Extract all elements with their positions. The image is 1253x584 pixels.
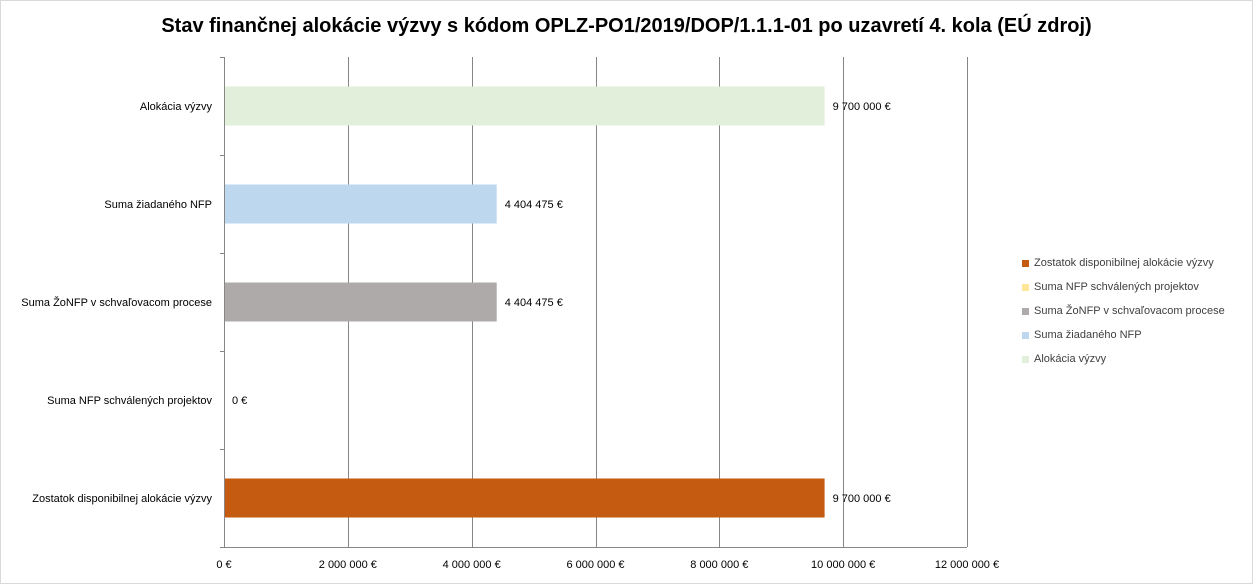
chart-legend: Zostatok disponibilnej alokácie výzvy Sum… (1022, 255, 1247, 375)
category-label: Suma žiadaného NFP (104, 199, 212, 211)
legend-swatch (1022, 356, 1029, 363)
legend-label: Suma žiadaného NFP (1034, 329, 1142, 341)
legend-swatch (1022, 260, 1029, 267)
legend-label: Suma NFP schválených projektov (1034, 281, 1199, 293)
data-label: 4 404 475 € (505, 297, 563, 309)
x-tick-label: 2 000 000 € (319, 559, 377, 571)
legend-label: Alokácia výzvy (1034, 353, 1107, 365)
legend-item: Suma ŽoNFP v schvaľovacom procese (1022, 303, 1247, 327)
category-label: Suma NFP schválených projektov (47, 395, 212, 407)
category-label: Zostatok disponibilnej alokácie výzvy (32, 493, 212, 505)
x-tick-label: 12 000 000 € (935, 559, 999, 571)
legend-swatch (1022, 284, 1029, 291)
data-label: 9 700 000 € (833, 493, 891, 505)
bar (225, 282, 497, 322)
legend-swatch (1022, 332, 1029, 339)
legend-label: Zostatok disponibilnej alokácie výzvy (1034, 257, 1214, 269)
legend-item: Alokácia výzvy (1022, 351, 1247, 375)
legend-item: Zostatok disponibilnej alokácie výzvy (1022, 255, 1247, 279)
bar (225, 478, 825, 518)
legend-label: Suma ŽoNFP v schvaľovacom procese (1034, 305, 1225, 317)
category-label: Alokácia výzvy (140, 101, 213, 113)
bar (225, 184, 497, 224)
bar (225, 86, 825, 126)
legend-item: Suma žiadaného NFP (1022, 327, 1247, 351)
category-label: Suma ŽoNFP v schvaľovacom procese (21, 296, 212, 309)
data-label: 0 € (232, 395, 247, 407)
chart-title: Stav finančnej alokácie výzvy s kódom OP… (161, 15, 1092, 37)
x-tick-label: 10 000 000 € (811, 559, 875, 571)
data-label: 9 700 000 € (833, 101, 891, 113)
legend-swatch (1022, 308, 1029, 315)
x-tick-label: 0 € (216, 559, 231, 571)
x-tick-label: 4 000 000 € (443, 559, 501, 571)
data-label: 4 404 475 € (505, 199, 563, 211)
x-tick-label: 8 000 000 € (690, 559, 748, 571)
legend-item: Suma NFP schválených projektov (1022, 279, 1247, 303)
x-tick-label: 6 000 000 € (566, 559, 624, 571)
